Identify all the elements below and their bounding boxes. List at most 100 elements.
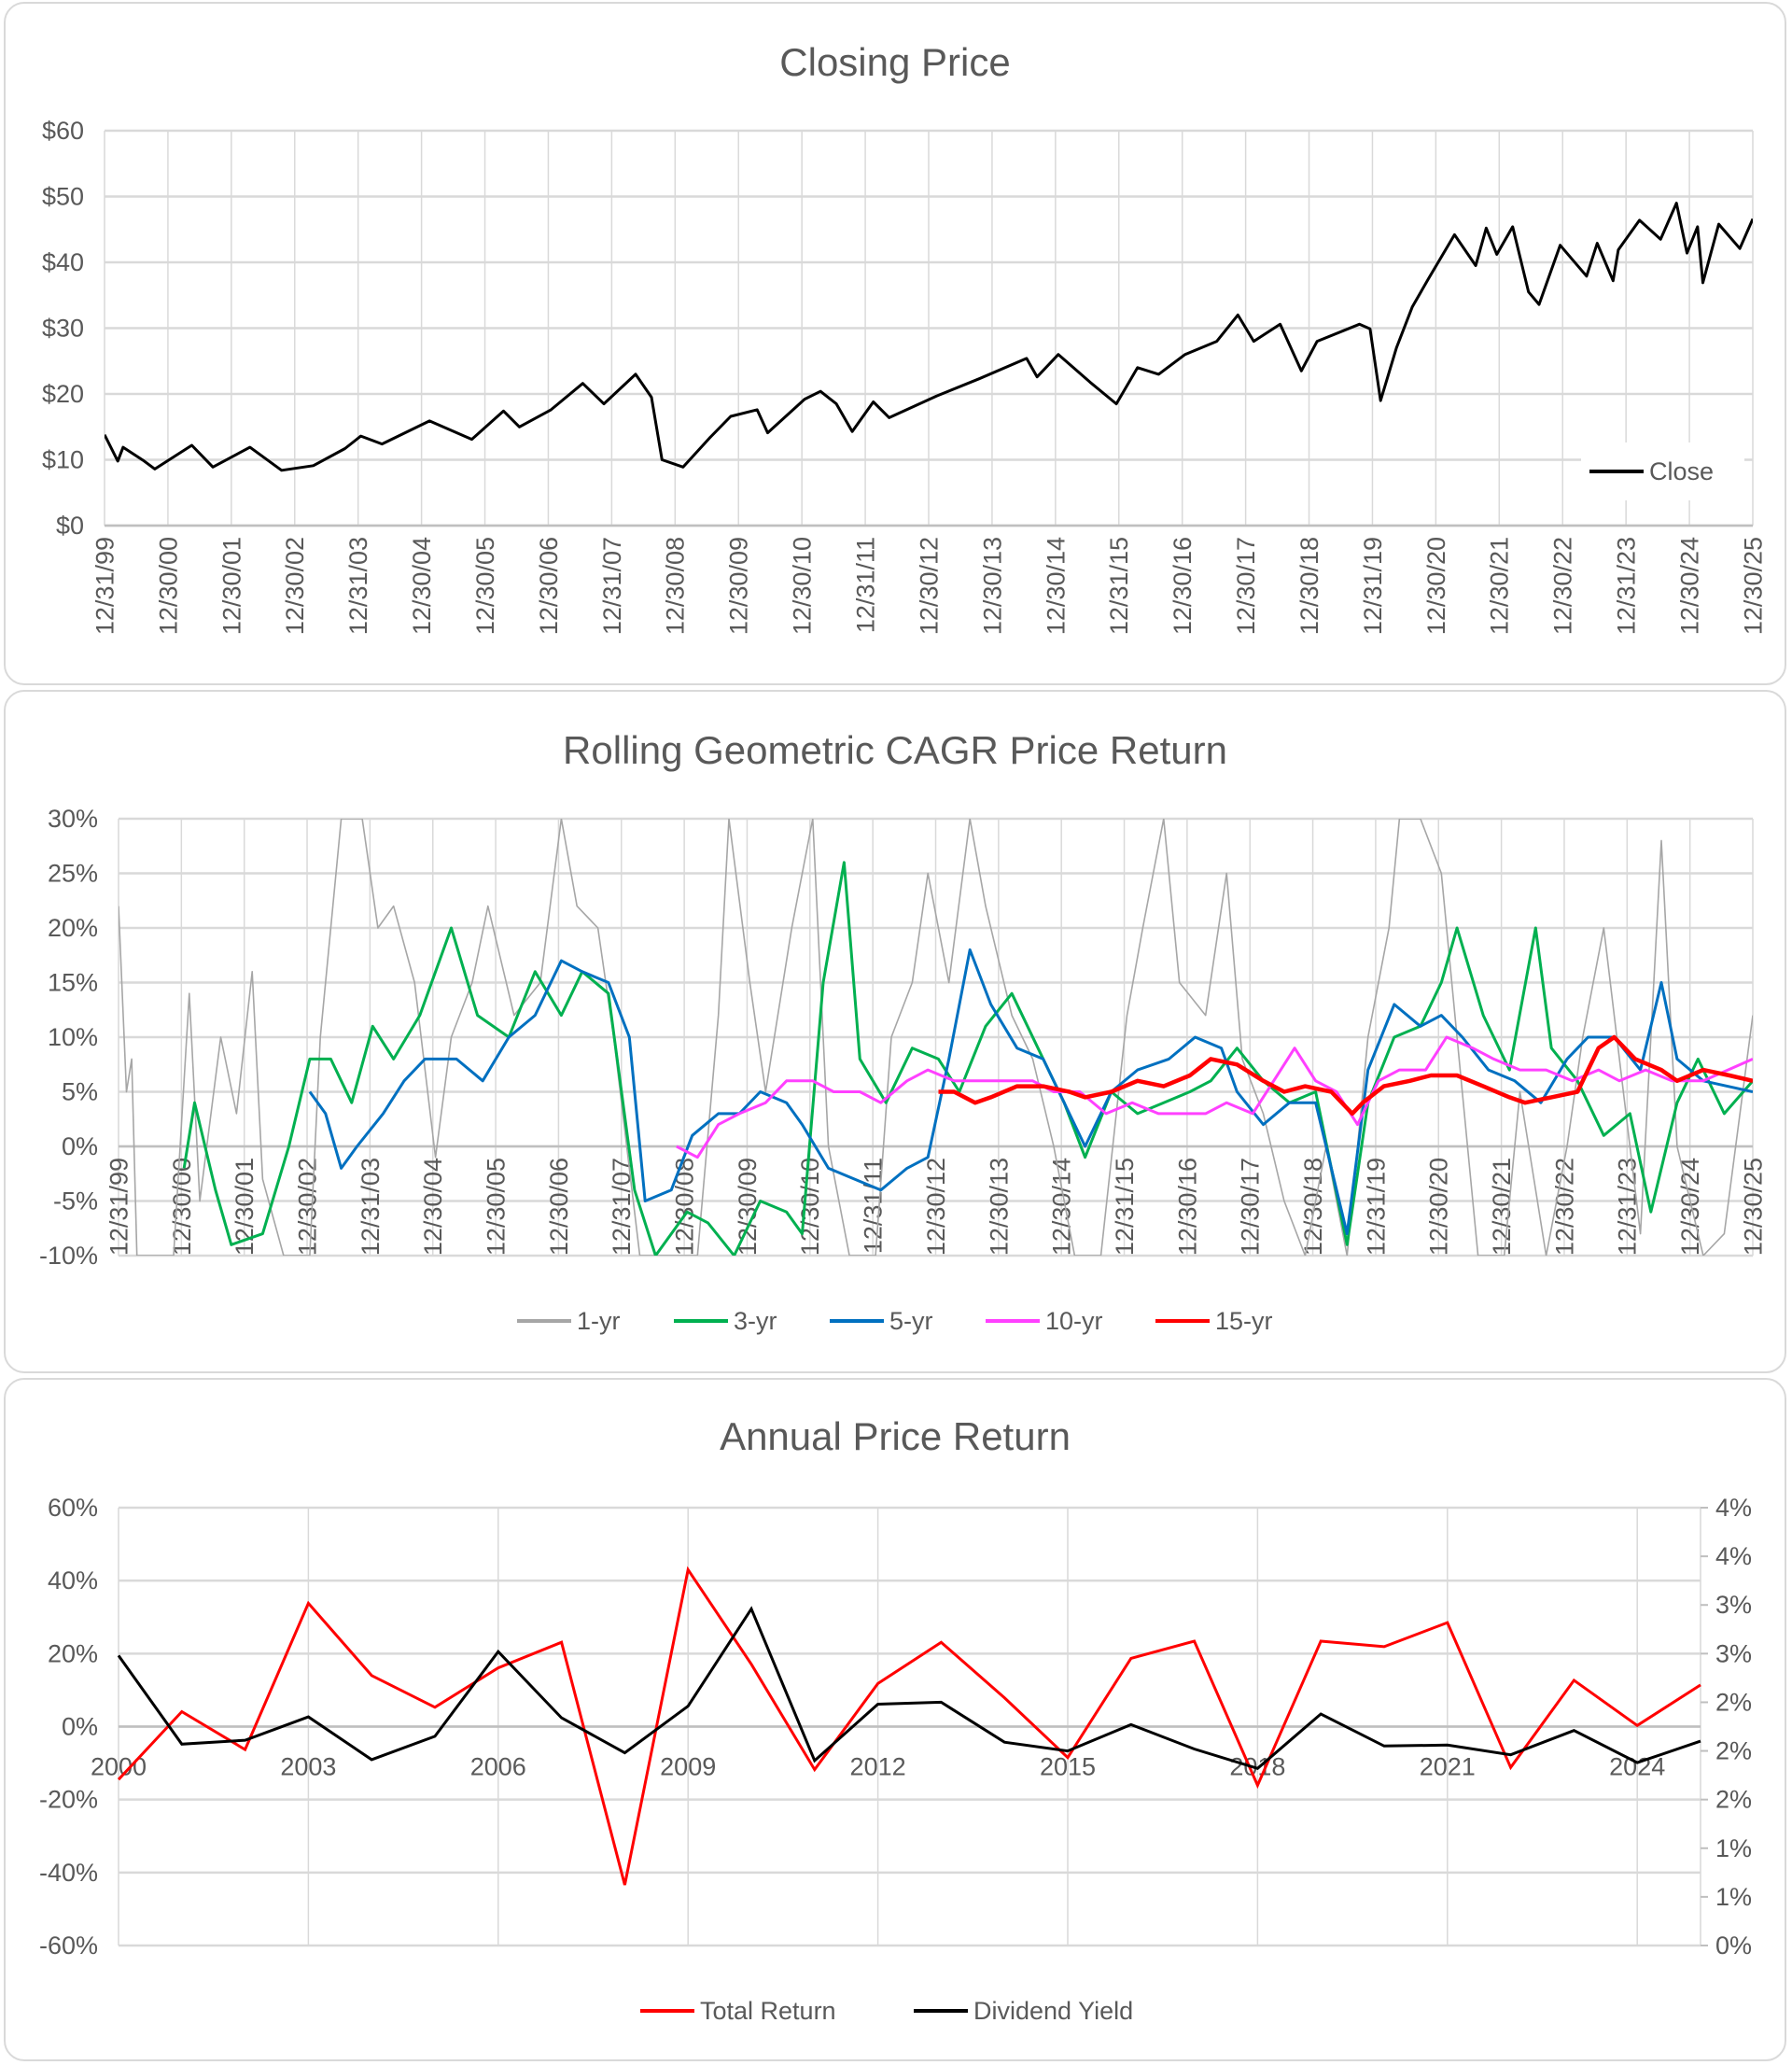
chart-title: Rolling Geometric CAGR Price Return <box>563 728 1227 772</box>
x-tick-label: 12/30/05 <box>483 1158 511 1256</box>
x-tick-label: 12/31/11 <box>860 1158 888 1254</box>
x-tick-label: 12/31/03 <box>357 1158 385 1256</box>
series-line-dividend-yield <box>117 1606 1701 1770</box>
y2-tick-label: 1% <box>1715 1883 1752 1911</box>
legend-label: Close <box>1649 457 1714 485</box>
x-tick-label: 12/31/03 <box>344 537 372 635</box>
annual-return-plot: -60% -40% -20% 0% 20% 40% 60% 0% 1% 1% 2% 2% 2% 3% 3% 4… <box>39 1494 1752 2025</box>
y-tick-label: 20% <box>48 1639 98 1667</box>
x-tick-label: 12/30/13 <box>985 1158 1013 1256</box>
x-tick-label: 12/30/02 <box>293 1158 321 1256</box>
y2-tick-label: 2% <box>1715 1688 1752 1716</box>
legend-label: 5-yr <box>889 1307 933 1335</box>
x-tick-label: 12/30/20 <box>1425 1158 1453 1256</box>
x-tick-label: 12/30/14 <box>1042 537 1070 635</box>
y-tick-label: -40% <box>39 1859 98 1887</box>
y-tick-label: $0 <box>56 512 84 540</box>
legend-label: 10-yr <box>1045 1307 1103 1335</box>
x-tick-label: 12/30/16 <box>1173 1158 1201 1256</box>
x-tick-label: 12/30/17 <box>1232 537 1260 635</box>
y-tick-label: $50 <box>42 183 84 211</box>
y-tick-label: $30 <box>42 315 84 343</box>
legend-label: Total Return <box>700 1997 836 2025</box>
x-tick-label: 12/30/16 <box>1169 537 1197 635</box>
x-tick-label: 2012 <box>850 1753 906 1781</box>
x-tick-label: 12/30/08 <box>671 1158 699 1256</box>
y-tick-label: 0% <box>62 1132 98 1160</box>
x-tick-label: 2006 <box>470 1753 526 1781</box>
y-tick-label: -20% <box>39 1786 98 1814</box>
y-tick-label: 25% <box>48 860 98 888</box>
x-tick-label: 2003 <box>280 1753 336 1781</box>
x-tick-label: 12/30/06 <box>545 1158 573 1256</box>
y-tick-label: $60 <box>42 117 84 145</box>
series-line-3-yr <box>182 861 1753 1256</box>
x-tick-label: 12/31/99 <box>105 1158 133 1256</box>
y-tick-label: 0% <box>62 1713 98 1741</box>
annual-return-chart: Annual Price Return -60% -40% -20% 0% 20% 40%… <box>4 1378 1786 2061</box>
closing-price-plot: $0 $10 $20 $30 $40 $50 $60 12/31/99 12/30/00 12/3… <box>42 117 1768 635</box>
x-tick-label: 12/31/19 <box>1359 537 1387 635</box>
y2-tick-label: 4% <box>1715 1542 1752 1570</box>
x-tick-label: 12/30/12 <box>915 537 943 635</box>
x-tick-label: 12/30/06 <box>535 537 563 635</box>
x-tick-label: 12/30/10 <box>796 1158 824 1256</box>
y-tick-label: $40 <box>42 248 84 276</box>
y2-tick-label: 3% <box>1715 1591 1752 1619</box>
series-line-15-yr <box>938 1034 1753 1117</box>
y2-tick-label: 1% <box>1715 1834 1752 1862</box>
rolling-cagr-chart: Rolling Geometric CAGR Price Return -10%… <box>4 690 1786 1373</box>
x-tick-label: 12/30/09 <box>725 537 753 635</box>
x-tick-label: 12/31/15 <box>1111 1158 1139 1256</box>
x-tick-label: 12/30/21 <box>1486 537 1514 635</box>
rolling-cagr-plot: -10% -5% 0% 5% 10% 15% 20% 25% 30% 12/31/99 12/30/… <box>39 805 1767 1335</box>
chart-title: Annual Price Return <box>720 1414 1071 1458</box>
series-group <box>119 819 1753 1256</box>
y2-tick-label: 0% <box>1715 1932 1752 1960</box>
x-tick-label: 12/30/18 <box>1299 1158 1327 1256</box>
legend-label: 15-yr <box>1215 1307 1273 1335</box>
series-line-10-yr <box>676 1035 1753 1159</box>
y-tick-label: -5% <box>53 1187 98 1215</box>
x-tick-label: 12/30/22 <box>1549 537 1577 635</box>
x-tick-label: 12/30/25 <box>1739 537 1767 635</box>
x-tick-label: 12/30/20 <box>1422 537 1450 635</box>
x-tick-label: 12/30/12 <box>922 1158 950 1256</box>
y-tick-label: $20 <box>42 380 84 408</box>
y-tick-label: $10 <box>42 446 84 474</box>
y-tick-label: -60% <box>39 1932 98 1960</box>
legend-label: Dividend Yield <box>973 1997 1133 2025</box>
y-tick-label: 30% <box>48 805 98 833</box>
x-tick-label: 12/31/23 <box>1613 537 1641 635</box>
x-tick-label: 12/30/02 <box>281 537 309 635</box>
series-line-total-return <box>117 1566 1701 1886</box>
y-tick-label: -10% <box>39 1242 98 1270</box>
y2-tick-label: 2% <box>1715 1786 1752 1814</box>
series-line-close <box>105 202 1753 472</box>
y-tick-label: 60% <box>48 1494 98 1522</box>
x-tick-label: 12/30/08 <box>662 537 690 635</box>
x-tick-label: 2021 <box>1420 1753 1476 1781</box>
y-tick-label: 10% <box>48 1023 98 1051</box>
x-tick-label: 12/30/18 <box>1295 537 1323 635</box>
x-tick-label: 2009 <box>660 1753 716 1781</box>
x-tick-label: 12/30/04 <box>419 1158 447 1256</box>
y-tick-label: 20% <box>48 914 98 942</box>
x-tick-label: 12/30/25 <box>1739 1158 1767 1256</box>
x-tick-label: 12/30/00 <box>168 1158 196 1256</box>
y2-tick-label: 3% <box>1715 1639 1752 1667</box>
legend-label: 3-yr <box>734 1307 777 1335</box>
x-tick-label: 12/30/00 <box>154 537 182 635</box>
series-line-5-yr <box>308 948 1753 1236</box>
x-tick-label: 12/31/11 <box>852 537 880 633</box>
closing-price-chart: Closing Price $0 $10 $20 $30 $40 $50 $60 12/31/… <box>4 2 1786 685</box>
x-tick-label: 12/30/13 <box>978 537 1006 635</box>
x-tick-label: 12/30/21 <box>1488 1158 1516 1256</box>
y2-tick-label: 4% <box>1715 1494 1752 1522</box>
x-tick-label: 12/31/99 <box>91 537 119 635</box>
x-tick-label: 12/30/17 <box>1237 1158 1265 1256</box>
chart-title: Closing Price <box>779 40 1011 84</box>
x-tick-label: 12/30/04 <box>408 537 436 635</box>
series-group <box>105 202 1753 472</box>
x-tick-label: 12/31/19 <box>1362 1158 1390 1256</box>
